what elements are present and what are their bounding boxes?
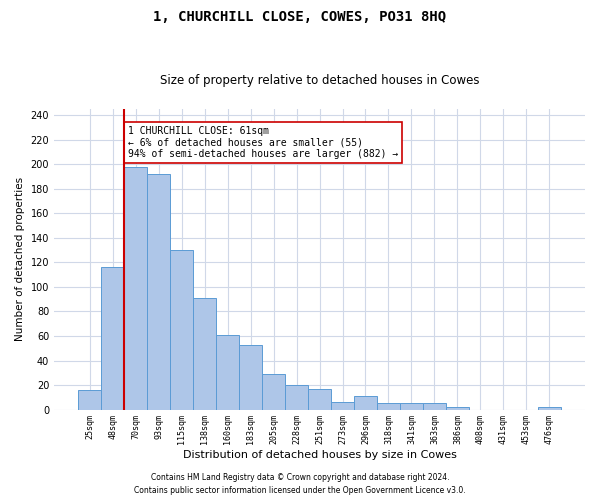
Bar — [377, 404, 400, 409]
Bar — [538, 407, 561, 410]
Bar — [216, 334, 239, 409]
Bar — [331, 402, 354, 409]
Bar — [124, 166, 147, 410]
Bar — [354, 396, 377, 409]
Bar — [262, 374, 285, 410]
Title: Size of property relative to detached houses in Cowes: Size of property relative to detached ho… — [160, 74, 479, 87]
Bar — [147, 174, 170, 410]
Bar — [446, 407, 469, 410]
Bar — [308, 388, 331, 409]
Bar — [400, 404, 423, 409]
Bar — [423, 404, 446, 409]
Bar — [101, 268, 124, 410]
Bar — [193, 298, 216, 410]
Y-axis label: Number of detached properties: Number of detached properties — [15, 177, 25, 342]
Text: 1, CHURCHILL CLOSE, COWES, PO31 8HQ: 1, CHURCHILL CLOSE, COWES, PO31 8HQ — [154, 10, 446, 24]
Bar — [285, 385, 308, 409]
X-axis label: Distribution of detached houses by size in Cowes: Distribution of detached houses by size … — [182, 450, 457, 460]
Bar — [170, 250, 193, 410]
Bar — [239, 344, 262, 410]
Text: 1 CHURCHILL CLOSE: 61sqm
← 6% of detached houses are smaller (55)
94% of semi-de: 1 CHURCHILL CLOSE: 61sqm ← 6% of detache… — [128, 126, 398, 160]
Text: Contains HM Land Registry data © Crown copyright and database right 2024.
Contai: Contains HM Land Registry data © Crown c… — [134, 474, 466, 495]
Bar — [78, 390, 101, 409]
